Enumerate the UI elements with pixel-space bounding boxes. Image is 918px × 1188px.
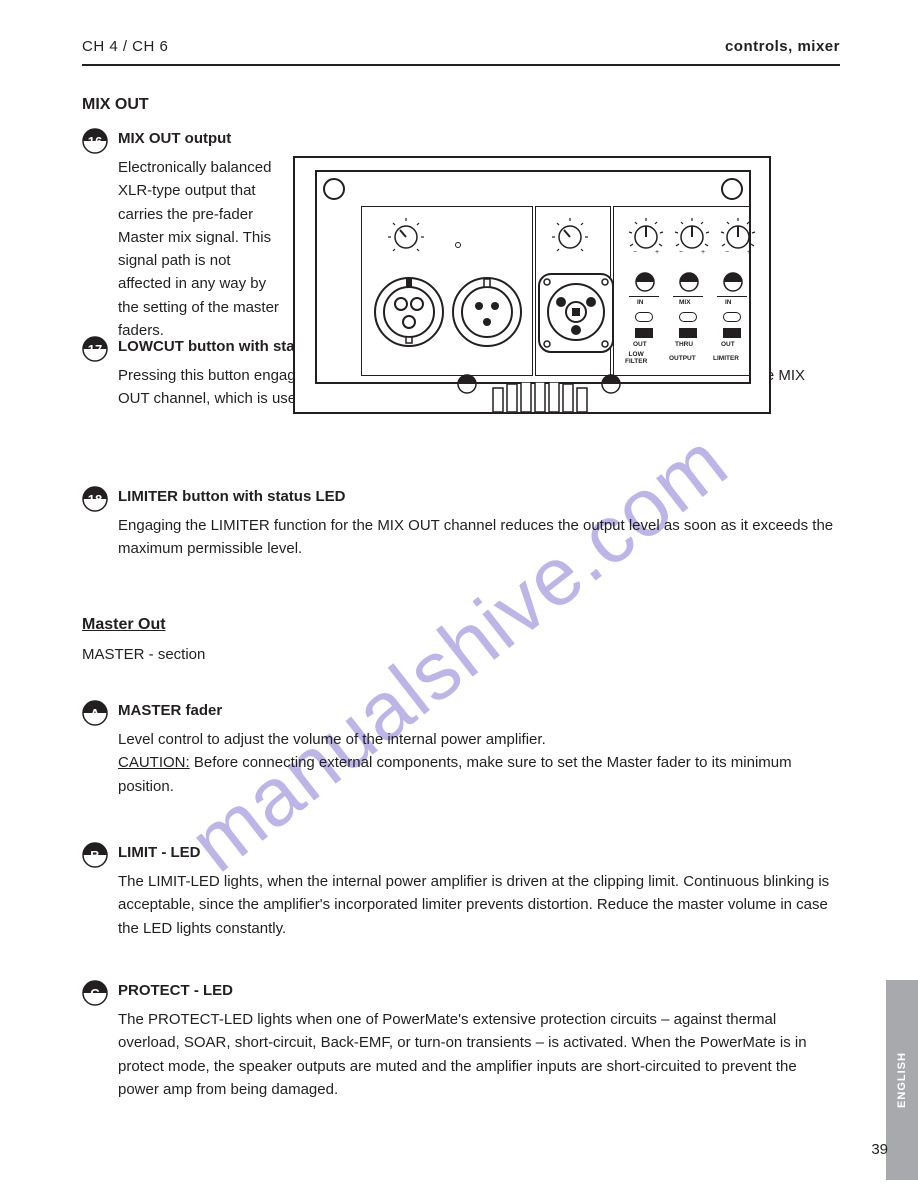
- screw-icon: [323, 178, 345, 200]
- side-tab-label: ENGLISH: [896, 1052, 908, 1108]
- item-18-body: Engaging the LIMITER function for the MI…: [82, 514, 840, 561]
- xlr-female-icon: [373, 276, 445, 353]
- label-out: OUT: [721, 342, 735, 349]
- xlr-male-icon: [451, 276, 523, 353]
- item-B-body: The LIMIT-LED lights, when the internal …: [82, 870, 840, 940]
- led-icon: [635, 272, 651, 288]
- bullet-B-icon: B: [82, 842, 108, 868]
- heatsink-icon: [491, 382, 591, 412]
- item-C-title: PROTECT - LED: [118, 980, 233, 1003]
- header-right: controls, mixer: [725, 38, 840, 55]
- mixer-diagram: −+ −+ −+: [293, 156, 771, 414]
- label-in: IN: [725, 300, 732, 307]
- divider: [629, 296, 659, 297]
- page: manualshive.com CH 4 / CH 6 controls, mi…: [0, 0, 918, 1188]
- label-limiter: LIMITER: [713, 356, 739, 363]
- label-in: IN: [637, 300, 644, 307]
- indicator-icon: [635, 328, 653, 338]
- subhead-master: MASTER - section: [82, 646, 205, 663]
- knob-icon: [551, 218, 589, 256]
- label-low-filter: LOW FILTER: [625, 352, 647, 365]
- led-icon: [679, 272, 695, 288]
- bullet-18-icon: 18: [82, 486, 108, 512]
- divider: [673, 296, 703, 297]
- knob-icon: −+: [673, 218, 711, 256]
- section-title-master: Master Out: [82, 616, 166, 634]
- section-title-mixout: MIX OUT: [82, 96, 149, 114]
- item-A-body: Level control to adjust the volume of th…: [82, 728, 840, 798]
- item-16-title: MIX OUT output: [118, 128, 231, 151]
- label-thru: THRU: [675, 342, 693, 349]
- svg-text:−: −: [633, 249, 637, 256]
- led-icon: [601, 374, 621, 399]
- screw-icon: [721, 178, 743, 200]
- bullet-A-icon: A: [82, 700, 108, 726]
- bullet-C-icon: C: [82, 980, 108, 1006]
- label-out: OUT: [633, 342, 647, 349]
- button-icon: [679, 312, 697, 322]
- header-left: CH 4 / CH 6: [82, 38, 168, 55]
- svg-text:+: +: [655, 249, 659, 256]
- knob-icon: [387, 218, 425, 256]
- led-icon: [723, 272, 739, 288]
- bullet-17-icon: 17: [82, 336, 108, 362]
- led-icon: [455, 242, 461, 248]
- knob-icon: −+: [627, 218, 665, 256]
- svg-text:+: +: [701, 249, 705, 256]
- item-18: 18 LIMITER button with status LED Engagi…: [82, 486, 840, 561]
- label-output: OUTPUT: [669, 356, 696, 363]
- item-B: B LIMIT - LED The LIMIT-LED lights, when…: [82, 842, 840, 940]
- header-rule: [82, 64, 840, 66]
- item-18-title: LIMITER button with status LED: [118, 486, 345, 509]
- led-icon: [457, 374, 477, 399]
- svg-text:−: −: [679, 249, 683, 256]
- item-A-title: MASTER fader: [118, 700, 222, 723]
- bullet-16-icon: 16: [82, 128, 108, 154]
- button-icon: [635, 312, 653, 322]
- diagram-plate: −+ −+ −+: [315, 170, 751, 384]
- item-C: C PROTECT - LED The PROTECT-LED lights w…: [82, 980, 840, 1101]
- item-A: A MASTER fader Level control to adjust t…: [82, 700, 840, 798]
- indicator-icon: [723, 328, 741, 338]
- page-number: 39: [871, 1141, 888, 1158]
- item-16-body: Electronically balanced XLR-type output …: [82, 156, 282, 342]
- divider: [717, 296, 747, 297]
- label-mix: MIX: [679, 300, 691, 307]
- svg-text:−: −: [725, 249, 729, 256]
- item-B-title: LIMIT - LED: [118, 842, 201, 865]
- side-tab: ENGLISH: [886, 980, 918, 1180]
- item-C-body: The PROTECT-LED lights when one of Power…: [82, 1008, 840, 1101]
- page-header: CH 4 / CH 6 controls, mixer: [82, 38, 840, 55]
- combo-jack-icon: [537, 272, 615, 359]
- knob-icon: −+: [719, 218, 757, 256]
- button-icon: [723, 312, 741, 322]
- svg-text:+: +: [747, 249, 751, 256]
- item-16: 16 MIX OUT output Electronically balance…: [82, 128, 282, 342]
- indicator-icon: [679, 328, 697, 338]
